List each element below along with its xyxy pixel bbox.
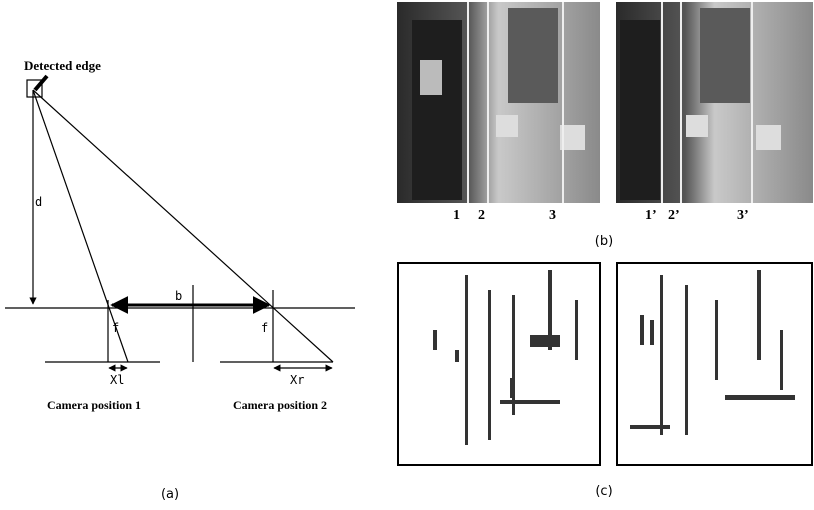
edge-map-right — [617, 263, 812, 465]
label: Xr — [290, 373, 304, 387]
marker: 1’ — [645, 208, 657, 223]
label: Camera position 2 — [233, 398, 327, 412]
edge-tick — [35, 76, 47, 90]
marker: 1 — [453, 208, 460, 223]
label: d — [35, 195, 42, 209]
label: Xl — [110, 373, 124, 387]
marker: 3’ — [737, 208, 749, 223]
marker: 3 — [549, 208, 556, 223]
marker: 2’ — [668, 208, 680, 223]
marker: 2 — [478, 208, 485, 223]
ray-2 — [33, 90, 333, 362]
photo-left — [397, 2, 600, 203]
photo-right — [616, 2, 813, 203]
stereo-diagram — [5, 76, 355, 368]
caption: (b) — [595, 234, 613, 249]
figure: Detected edge d b f f Xl Xr Camera posit… — [0, 0, 814, 510]
label: Camera position 1 — [47, 398, 141, 412]
caption: (a) — [161, 487, 179, 502]
caption: (c) — [595, 484, 612, 499]
label: b — [175, 289, 182, 303]
label: Detected edge — [24, 58, 101, 73]
edge-map-left — [398, 263, 600, 465]
label: f — [112, 321, 119, 335]
label: f — [261, 321, 268, 335]
